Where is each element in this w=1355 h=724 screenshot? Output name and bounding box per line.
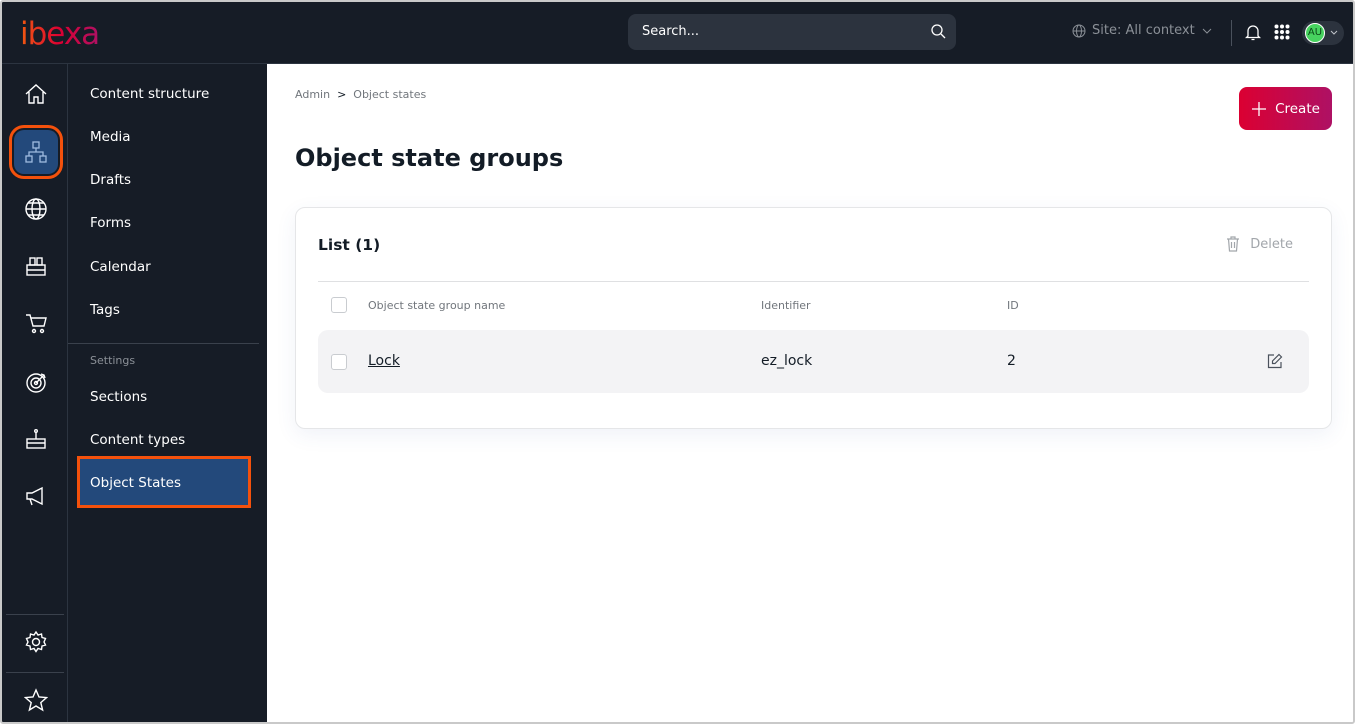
list-title: List (1) [318,236,381,254]
rail-sites[interactable] [14,187,58,231]
globe-icon [25,198,47,220]
cake-icon [26,429,46,449]
column-header-name: Object state group name [368,299,506,312]
divider [6,614,64,615]
star-icon [24,688,48,712]
gear-icon [25,630,47,653]
submenu-content-structure[interactable]: Content structure [90,86,210,102]
rail-events[interactable] [14,417,58,461]
rail-catalog[interactable] [14,244,58,288]
content-tree-icon [25,141,47,163]
rail-home[interactable] [14,72,58,116]
page-title: Object state groups [295,144,564,172]
rail-content[interactable] [9,125,63,179]
search-icon[interactable] [930,23,946,39]
rail-bookmarks[interactable] [14,678,58,722]
create-button[interactable]: Create [1239,87,1332,130]
submenu: Content structure Media Drafts Forms Cal… [68,64,267,722]
submenu-calendar[interactable]: Calendar [90,259,151,275]
column-header-identifier: Identifier [761,299,811,312]
breadcrumb: Admin > Object states [295,88,433,101]
cart-icon [26,314,47,334]
avatar: AU [1305,23,1325,43]
submenu-media[interactable]: Media [90,129,131,145]
globe-icon [1072,24,1086,37]
apps-grid-icon[interactable] [1274,24,1290,40]
divider [1231,20,1232,46]
row-checkbox[interactable] [331,354,347,370]
chevron-down-icon [1330,30,1338,35]
top-bar: ibexa Search... Site: All context AU [2,2,1353,64]
row-id: 2 [1007,353,1016,369]
submenu-forms[interactable]: Forms [90,215,132,231]
search-placeholder: Search... [642,24,700,39]
delete-button[interactable]: Delete [1226,236,1293,252]
rail-admin[interactable] [14,620,58,664]
plus-icon [1252,101,1267,116]
bell-icon[interactable] [1245,23,1261,41]
create-label: Create [1275,100,1320,117]
submenu-drafts[interactable]: Drafts [90,172,132,188]
table-row: Lock ez_lock 2 [318,330,1309,393]
site-context-label: Site: All context [1092,23,1195,38]
user-menu[interactable]: AU [1302,21,1344,45]
search-input[interactable]: Search... [628,14,956,50]
main-content: Admin > Object states Object state groups … [267,64,1353,722]
rail-marketing[interactable] [14,474,58,518]
breadcrumb-separator: > [337,88,347,101]
submenu-object-states[interactable]: Object States [77,456,251,508]
breadcrumb-admin[interactable]: Admin [295,88,331,101]
megaphone-icon [26,486,43,506]
logo[interactable]: ibexa [20,16,100,52]
row-identifier: ez_lock [761,353,813,369]
divider [318,281,1309,282]
select-all-checkbox[interactable] [331,297,347,313]
edit-icon[interactable] [1267,353,1283,369]
icon-rail [2,64,68,722]
trash-icon [1227,236,1240,252]
column-header-id: ID [1007,299,1019,312]
submenu-sections[interactable]: Sections [90,389,148,405]
divider [68,343,259,344]
submenu-tags[interactable]: Tags [90,302,120,318]
catalog-icon [26,257,46,276]
site-context-dropdown[interactable]: Site: All context [1072,23,1213,38]
row-name-link[interactable]: Lock [368,353,400,369]
list-card: List (1) Delete Object state group name … [295,207,1332,429]
chevron-down-icon [1202,28,1212,34]
breadcrumb-object-states: Object states [353,88,427,101]
delete-label: Delete [1250,236,1293,252]
divider [6,672,64,673]
home-icon [25,84,47,104]
submenu-content-types[interactable]: Content types [90,432,186,448]
settings-label: Settings [90,354,136,367]
target-icon [26,373,46,393]
rail-commerce[interactable] [14,301,58,345]
rail-personalization[interactable] [14,360,58,404]
